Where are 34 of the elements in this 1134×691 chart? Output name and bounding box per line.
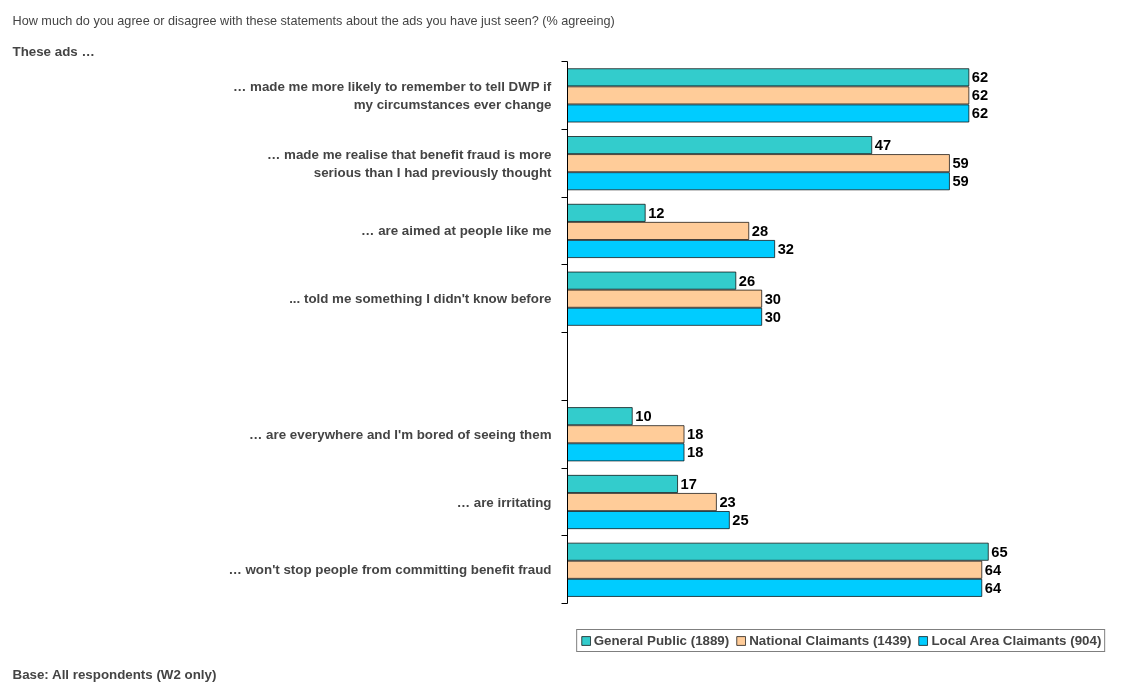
data-label: 26 [738,272,756,289]
y-tick-label: … made me more likely to remember to tell DWP if my circumstances ever change [233,78,552,112]
data-label: 59 [952,173,969,190]
data-label: 23 [719,494,736,511]
y-tick-label: … are irritating [456,494,552,510]
data-label: 30 [764,308,782,325]
data-label: 65 [991,543,1008,560]
data-label: 25 [732,512,749,529]
y-tick-label: … won't stop people from committing benefit fraud [228,562,552,578]
y-tick-label: … are everywhere and I'm bored of seeing them [249,426,552,442]
data-label: 18 [687,444,704,461]
data-label: 62 [971,87,989,104]
data-label: 59 [952,155,969,172]
legend-label: General Public (1889) [593,633,730,648]
data-label: 28 [751,222,769,239]
text: Base: All respondents (W2 only) [12,666,217,682]
data-label: 62 [971,69,989,86]
data-label: 62 [971,105,989,122]
y-tick-label: ... told me something I didn't know before [289,291,552,307]
data-label: 47 [874,137,892,154]
data-label: 18 [687,426,704,443]
y-tick-label: … made me realise that benefit fraud is more serious than I had previously thought [267,146,553,180]
data-label: 10 [635,408,652,425]
data-label: 64 [984,579,1002,596]
legend-label: National Claimants (1439) [749,633,912,648]
data-label: 12 [648,204,665,221]
data-label: 32 [777,241,794,257]
data-label: 17 [680,475,697,492]
data-label: 30 [764,290,782,307]
text: These ads … [12,43,95,59]
text: How much do you agree or disagree with these statements about the ads you have just seen? (% agreeing) [12,13,615,28]
data-label: 64 [984,561,1002,578]
y-tick-label: … are aimed at people like me [361,223,552,239]
legend-label: Local Area Claimants (904) [931,633,1102,648]
